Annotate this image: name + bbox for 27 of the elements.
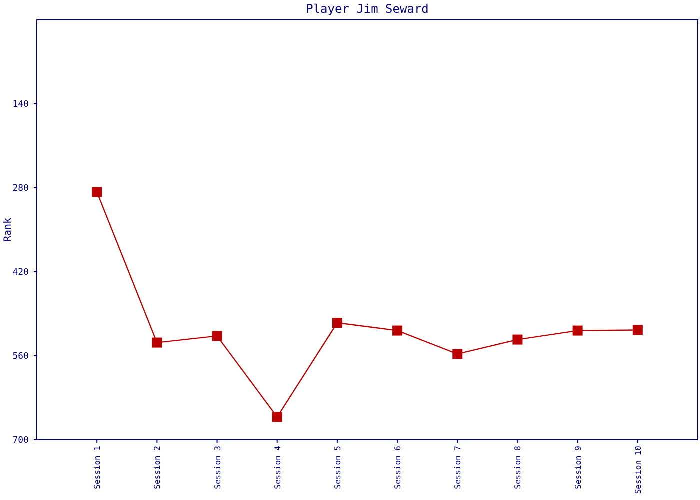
x-tick-label: Session 8 [514,446,523,490]
point [152,338,162,348]
point [572,326,583,336]
x-tick-label: Session 4 [273,446,282,490]
point [632,325,643,336]
point [332,318,342,328]
point [512,334,523,345]
y-tick-label: 420 [12,268,29,278]
chart-title: Player Jim Seward [306,2,429,16]
x-tick-label: Session 6 [394,446,403,490]
x-tick-label: Session 5 [333,446,342,490]
y-tick-label: 700 [12,436,29,446]
point [212,331,222,342]
point [452,349,463,360]
x-tick-label: Session 9 [574,446,583,490]
x-tick-label: Session 3 [213,446,222,490]
y-tick-label: 280 [12,184,29,194]
y-tick-label: 560 [12,352,29,362]
x-tick-label: Session 2 [153,446,162,490]
point [92,187,102,198]
y-axis-title: Rank [3,218,14,242]
point [272,412,282,422]
x-tick-label: Session 7 [454,446,463,490]
x-tick-label: Session 10 [634,446,643,494]
x-tick-label: Session 1 [93,446,102,490]
point [392,326,403,336]
y-tick-label: 140 [12,100,29,110]
